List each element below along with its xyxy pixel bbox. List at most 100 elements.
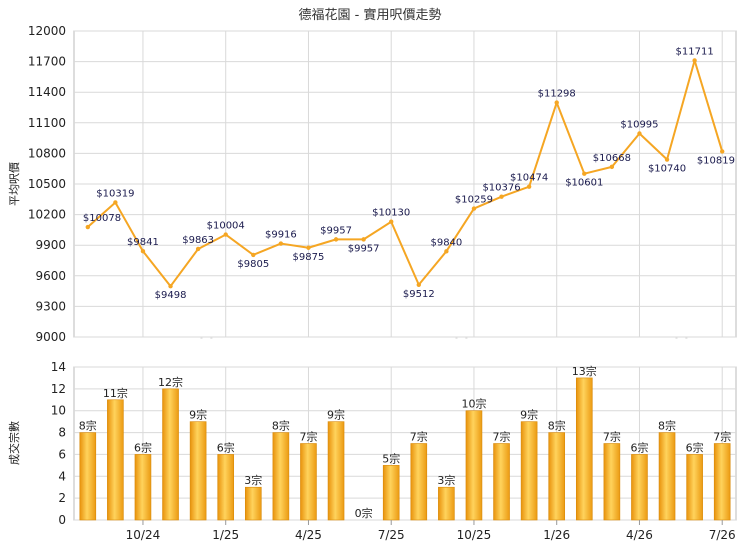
price-data-label: $10078: [83, 213, 121, 224]
price-point: [692, 58, 697, 63]
price-point: [113, 200, 118, 205]
volume-y-tick-label: 10: [51, 404, 66, 418]
price-line-segment: [169, 247, 200, 288]
price-point: [85, 224, 90, 230]
price-point: [195, 246, 201, 252]
price-y-tick-label: 11400: [28, 85, 66, 99]
volume-bar: [107, 399, 124, 521]
price-data-label: $10601: [565, 178, 603, 189]
price-data-label: $10995: [620, 120, 658, 131]
price-y-tick-label: 11700: [28, 55, 66, 69]
volume-bar: [300, 443, 317, 521]
x-tick-label: 10/24: [126, 528, 161, 542]
price-data-label: $11298: [538, 89, 576, 100]
volume-bar: [548, 432, 566, 521]
price-line-segment: [638, 132, 669, 161]
volume-y-tick-label: 12: [51, 382, 66, 396]
volume-bar-series: [79, 377, 731, 521]
price-y-tick-label: 10800: [28, 146, 66, 160]
volume-y-ticks: 0 2 4 6 8 10 12 14: [51, 360, 66, 527]
volume-bar: [189, 421, 207, 521]
price-point: [140, 249, 146, 254]
x-axis-ticks: 10/24 1/25 4/25 7/25 10/25 1/26 4/26 7/26: [126, 520, 736, 542]
price-line-segment: [141, 250, 172, 288]
volume-bar: [658, 432, 676, 521]
price-data-label: $9957: [348, 243, 380, 254]
volume-data-label: 7宗: [603, 430, 621, 444]
volume-data-label: 3宗: [244, 473, 262, 487]
price-point: [664, 157, 670, 162]
price-line-series: [85, 58, 725, 289]
volume-bar: [686, 454, 703, 521]
volume-data-label: 6宗: [134, 440, 152, 454]
price-line-segment: [114, 201, 144, 253]
price-line-segment: [583, 165, 613, 175]
price-line-segment: [693, 59, 724, 153]
price-data-label: $10740: [648, 164, 686, 175]
volume-data-label: 7宗: [713, 430, 731, 444]
x-tick-label: 4/25: [295, 528, 322, 542]
price-data-label: $9840: [430, 237, 462, 248]
x-tick-label: 10/25: [457, 528, 492, 542]
volume-bar: [244, 486, 262, 521]
price-data-label: $9841: [127, 237, 159, 248]
volume-data-label: 8宗: [658, 419, 676, 433]
volume-data-label: 6宗: [686, 440, 704, 454]
price-data-labels: $10078 $10319 $9841 $9498 $9863 $10004 $9805 $9…: [83, 46, 735, 301]
volume-bar: [575, 377, 593, 521]
volume-data-label: 6宗: [217, 440, 235, 454]
volume-y-tick-label: 14: [51, 360, 66, 374]
price-data-label: $9498: [155, 290, 187, 301]
price-point: [609, 164, 615, 170]
price-line-segment: [224, 233, 255, 256]
x-tick-label: 1/26: [543, 528, 570, 542]
price-y-tick-label: 10500: [28, 177, 66, 191]
volume-y-axis-label: 成交宗數: [7, 421, 21, 465]
volume-bar: [79, 432, 97, 521]
price-y-ticks: 9000 9300 9600 9900 10200 10500 10800 11100 1140…: [28, 24, 66, 344]
price-point: [444, 249, 449, 254]
x-tick-label: 7/26: [709, 528, 736, 542]
price-point: [168, 284, 173, 289]
volume-bar: [162, 388, 179, 521]
volume-data-label: 3宗: [437, 473, 455, 487]
volume-data-label: 0宗: [355, 506, 373, 520]
volume-data-label: 9宗: [520, 408, 538, 422]
volume-data-label: 5宗: [382, 451, 400, 465]
price-y-tick-label: 9000: [35, 330, 66, 344]
price-point: [223, 232, 228, 237]
volume-data-label: 6宗: [630, 440, 648, 454]
price-point: [416, 282, 421, 287]
price-line-segment: [362, 220, 393, 241]
price-point: [582, 171, 587, 176]
price-data-label: $9875: [293, 252, 325, 263]
price-point: [637, 131, 642, 136]
price-point: [306, 245, 311, 250]
volume-bar: [382, 465, 400, 521]
price-line-segment: [197, 233, 227, 250]
price-point: [251, 252, 256, 258]
price-data-label: $9957: [320, 225, 352, 236]
volume-bar: [631, 454, 648, 521]
price-data-label: $10004: [207, 221, 245, 232]
price-point: [526, 184, 532, 189]
chart-title: 德福花園 - 實用呎價走勢: [299, 7, 442, 23]
volume-bar: [327, 421, 345, 521]
volume-panel: 0 2 4 6 8 10 12 14 成交宗數 8宗 11宗 6宗 12宗 9宗 6宗 3宗 8宗 7宗 9宗 0…: [7, 360, 737, 542]
price-data-label: $10668: [593, 153, 631, 164]
volume-bar: [438, 486, 455, 521]
price-point: [471, 206, 477, 211]
price-point: [361, 237, 366, 242]
price-point: [333, 237, 339, 242]
volume-bar: [410, 443, 428, 521]
price-data-label: $10130: [372, 208, 410, 219]
price-line-segment: [472, 195, 503, 210]
price-y-tick-label: 11100: [28, 116, 66, 130]
volume-data-labels: 8宗 11宗 6宗 12宗 9宗 6宗 3宗 8宗 7宗 9宗 0宗 5宗 7宗 3宗 10宗 7宗 9宗 8宗 1…: [79, 364, 731, 520]
volume-data-label: 7宗: [410, 430, 428, 444]
price-data-label: $9512: [403, 289, 435, 300]
volume-data-label: 13宗: [572, 364, 597, 378]
price-data-label: $10319: [96, 188, 134, 199]
price-y-tick-label: 10200: [28, 208, 66, 222]
price-data-label: $11711: [676, 46, 714, 57]
